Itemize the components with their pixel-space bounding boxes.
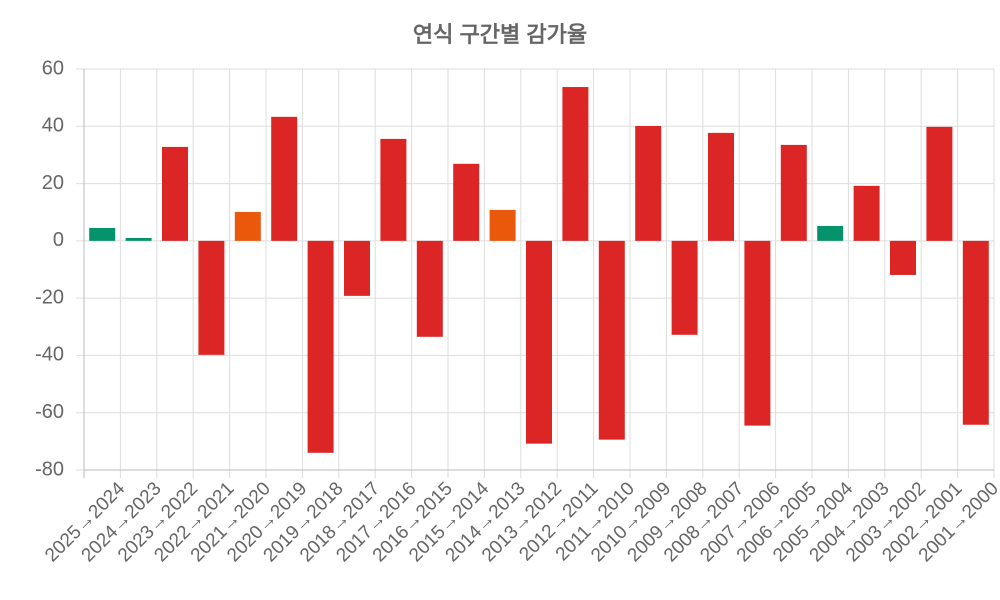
bar — [890, 240, 916, 275]
bar — [234, 211, 261, 241]
bar — [416, 240, 443, 337]
bar — [125, 237, 152, 241]
bar — [380, 138, 407, 241]
bar — [817, 225, 844, 241]
bar — [562, 87, 589, 241]
bar — [453, 163, 480, 241]
bar — [271, 116, 298, 241]
y-tick-label: -60 — [35, 401, 64, 423]
y-tick-label: -40 — [35, 344, 64, 366]
bar — [162, 146, 188, 241]
bar — [307, 240, 334, 453]
bar — [744, 240, 771, 426]
bar — [344, 240, 370, 296]
bar — [526, 240, 552, 444]
y-tick-label: -20 — [35, 286, 64, 308]
bar — [635, 125, 662, 241]
chart-title: 연식 구간별 감가율 — [413, 22, 587, 47]
bar — [198, 240, 225, 355]
bar — [780, 144, 807, 241]
bar — [598, 240, 625, 440]
y-tick-label: -80 — [35, 458, 64, 480]
bar — [926, 126, 953, 241]
bar — [89, 227, 116, 241]
bar — [962, 240, 989, 425]
y-tick-label: 40 — [42, 115, 64, 137]
bar — [853, 185, 880, 241]
bar — [489, 209, 516, 241]
y-tick-label: 20 — [42, 172, 64, 194]
y-tick-label: 0 — [53, 229, 64, 251]
y-tick-label: 60 — [42, 57, 64, 79]
bar — [708, 132, 734, 241]
bar — [671, 240, 698, 335]
